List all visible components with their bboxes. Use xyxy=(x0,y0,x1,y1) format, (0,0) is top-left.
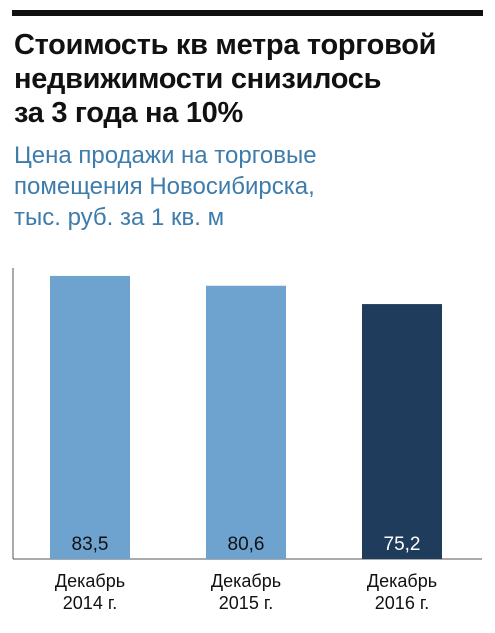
x-tick-label-2-line-1: Декабрь xyxy=(210,571,282,591)
x-tick-label-2-line-2: 2015 г. xyxy=(218,593,274,613)
chart-title-line-1: Стоимость кв метра торговой xyxy=(14,29,437,61)
bar-value-label-2: 80,6 xyxy=(228,534,265,555)
x-tick-label-1-line-2: 2014 г. xyxy=(62,593,118,613)
x-tick-label-3: Декабрь 2016 г. xyxy=(332,570,472,614)
x-tick-label-3-line-1: Декабрь xyxy=(366,571,438,591)
x-tick-label-3-line-2: 2016 г. xyxy=(374,593,430,613)
chart-subtitle: Цена продажи на торговые помещения Новос… xyxy=(14,140,484,233)
chart-subtitle-line-3: тыс. руб. за 1 кв. м xyxy=(14,204,225,231)
chart-title: Стоимость кв метра торговой недвижимости… xyxy=(14,28,484,130)
chart-subtitle-line-2: помещения Новосибирска, xyxy=(14,173,315,200)
bar-2 xyxy=(206,285,286,559)
chart-title-line-2: недвижимости снизилось xyxy=(14,63,382,95)
bar-value-label-3: 75,2 xyxy=(384,534,421,555)
bar-3 xyxy=(362,304,442,559)
top-rule xyxy=(12,10,483,16)
x-tick-label-2: Декабрь 2015 г. xyxy=(176,570,316,614)
x-tick-label-1: Декабрь 2014 г. xyxy=(20,570,160,614)
x-tick-label-1-line-1: Декабрь xyxy=(54,571,126,591)
bar-value-label-1: 83,5 xyxy=(72,534,109,555)
bar-1 xyxy=(50,275,130,559)
chart-subtitle-line-1: Цена продажи на торговые xyxy=(14,142,317,169)
chart-title-line-3: за 3 года на 10% xyxy=(14,97,243,129)
